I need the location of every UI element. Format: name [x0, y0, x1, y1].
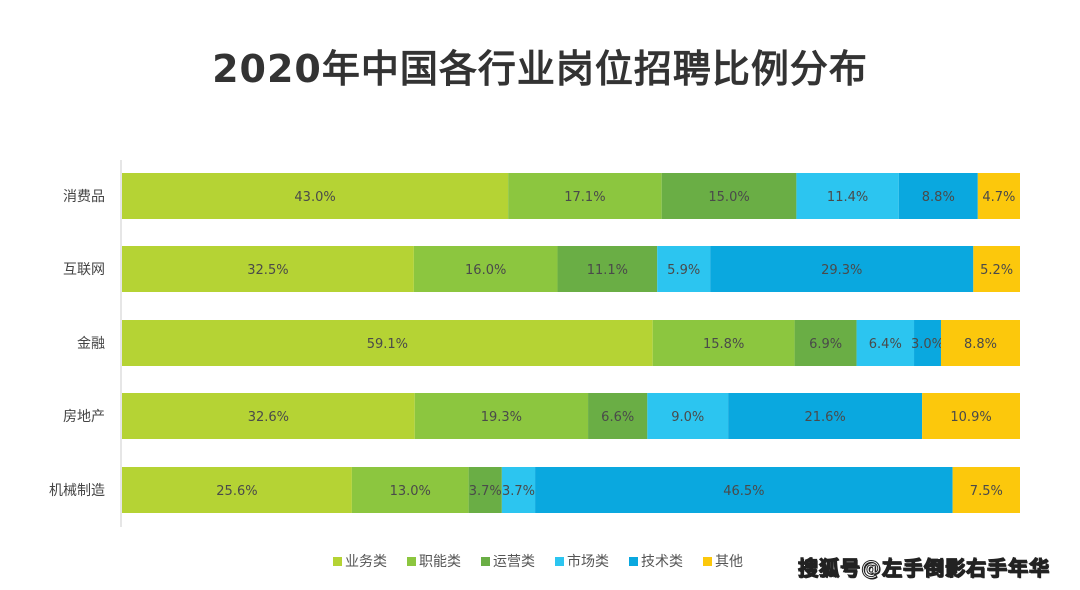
- bar-segment: [796, 173, 899, 219]
- watermark: 搜狐号@左手倒影右手年华: [798, 556, 1050, 581]
- legend-label: 技术类: [641, 554, 683, 570]
- legend-item: 业务类: [333, 551, 387, 571]
- data-label: 3.7%: [469, 484, 502, 499]
- data-label: 15.0%: [708, 190, 749, 205]
- bar-segment: [794, 320, 857, 366]
- bar-segment: [652, 320, 795, 366]
- data-label: 15.8%: [703, 337, 744, 352]
- data-label: 5.9%: [667, 263, 700, 278]
- data-label: 3.0%: [911, 337, 944, 352]
- bar-segment: [973, 246, 1020, 292]
- legend-swatch: [555, 556, 564, 566]
- stacked-bar-chart: 消费品 43.0% 17.1% 15.0% 11.4% 8.8% 4.7% 互联网 32.5% 1…: [49, 160, 1020, 527]
- bar-segment: [914, 320, 941, 366]
- legend: 业务类 职能类 运营类 市场类 技术类 其他: [333, 551, 743, 571]
- category-label: 房地产: [63, 409, 105, 425]
- category-label: 机械制造: [49, 483, 105, 499]
- data-label: 13.0%: [390, 484, 431, 499]
- bar-segment: [977, 173, 1020, 219]
- chart-title: 2020年中国各行业岗位招聘比例分布: [212, 47, 868, 91]
- bar-segment: [952, 467, 1020, 513]
- bar-segment: [588, 393, 648, 439]
- data-label: 10.9%: [950, 410, 991, 425]
- data-label: 11.1%: [587, 263, 628, 278]
- legend-label: 运营类: [493, 554, 535, 570]
- data-label: 8.8%: [964, 337, 997, 352]
- data-label: 6.6%: [601, 410, 634, 425]
- legend-item: 其他: [703, 551, 743, 571]
- legend-swatch: [481, 556, 490, 566]
- data-label: 29.3%: [821, 263, 862, 278]
- bar-segment: [647, 393, 729, 439]
- bar-segment: [710, 246, 974, 292]
- bar-segment: [557, 246, 658, 292]
- bar-segment: [898, 173, 978, 219]
- data-label: 17.1%: [564, 190, 605, 205]
- data-label: 7.5%: [970, 484, 1003, 499]
- data-label: 5.2%: [980, 263, 1013, 278]
- data-label: 6.4%: [869, 337, 902, 352]
- bar-segment: [501, 467, 536, 513]
- data-label: 46.5%: [723, 484, 764, 499]
- bar-segment: [468, 467, 502, 513]
- bar-segment: [856, 320, 915, 366]
- category-label: 消费品: [63, 189, 105, 205]
- data-label: 4.7%: [982, 190, 1015, 205]
- bar-segment: [535, 467, 953, 513]
- legend-label: 市场类: [567, 554, 609, 570]
- bar-segment: [661, 173, 797, 219]
- legend-swatch: [333, 556, 342, 566]
- bar-segment: [122, 393, 415, 439]
- legend-item: 技术类: [629, 551, 683, 571]
- data-label: 32.6%: [248, 410, 289, 425]
- data-label: 16.0%: [465, 263, 506, 278]
- legend-swatch: [703, 556, 712, 566]
- bar-segment: [414, 393, 589, 439]
- legend-label: 其他: [715, 554, 743, 570]
- bar-segment: [122, 246, 414, 292]
- data-label: 25.6%: [216, 484, 257, 499]
- data-label: 59.1%: [367, 337, 408, 352]
- legend-item: 职能类: [407, 551, 461, 571]
- bar-segment: [728, 393, 923, 439]
- data-label: 32.5%: [247, 263, 288, 278]
- data-label: 3.7%: [502, 484, 535, 499]
- bar-segment: [122, 320, 653, 366]
- bar-segment: [922, 393, 1020, 439]
- data-label: 8.8%: [922, 190, 955, 205]
- data-label: 11.4%: [827, 190, 868, 205]
- bar-segment: [508, 173, 662, 219]
- data-label: 19.3%: [481, 410, 522, 425]
- category-label: 金融: [77, 336, 105, 352]
- bar-segment: [122, 467, 352, 513]
- bar-segment: [351, 467, 469, 513]
- data-label: 43.0%: [294, 190, 335, 205]
- legend-label: 职能类: [419, 554, 461, 570]
- legend-swatch: [407, 556, 416, 566]
- bar-segment: [657, 246, 711, 292]
- legend-item: 运营类: [481, 551, 535, 571]
- legend-swatch: [629, 556, 638, 566]
- category-label: 互联网: [63, 262, 105, 278]
- bar-segment: [940, 320, 1020, 366]
- data-label: 6.9%: [809, 337, 842, 352]
- legend-label: 业务类: [345, 554, 387, 570]
- data-label: 21.6%: [804, 410, 845, 425]
- bar-segment: [122, 173, 509, 219]
- legend-item: 市场类: [555, 551, 609, 571]
- bar-segment: [413, 246, 558, 292]
- data-label: 9.0%: [671, 410, 704, 425]
